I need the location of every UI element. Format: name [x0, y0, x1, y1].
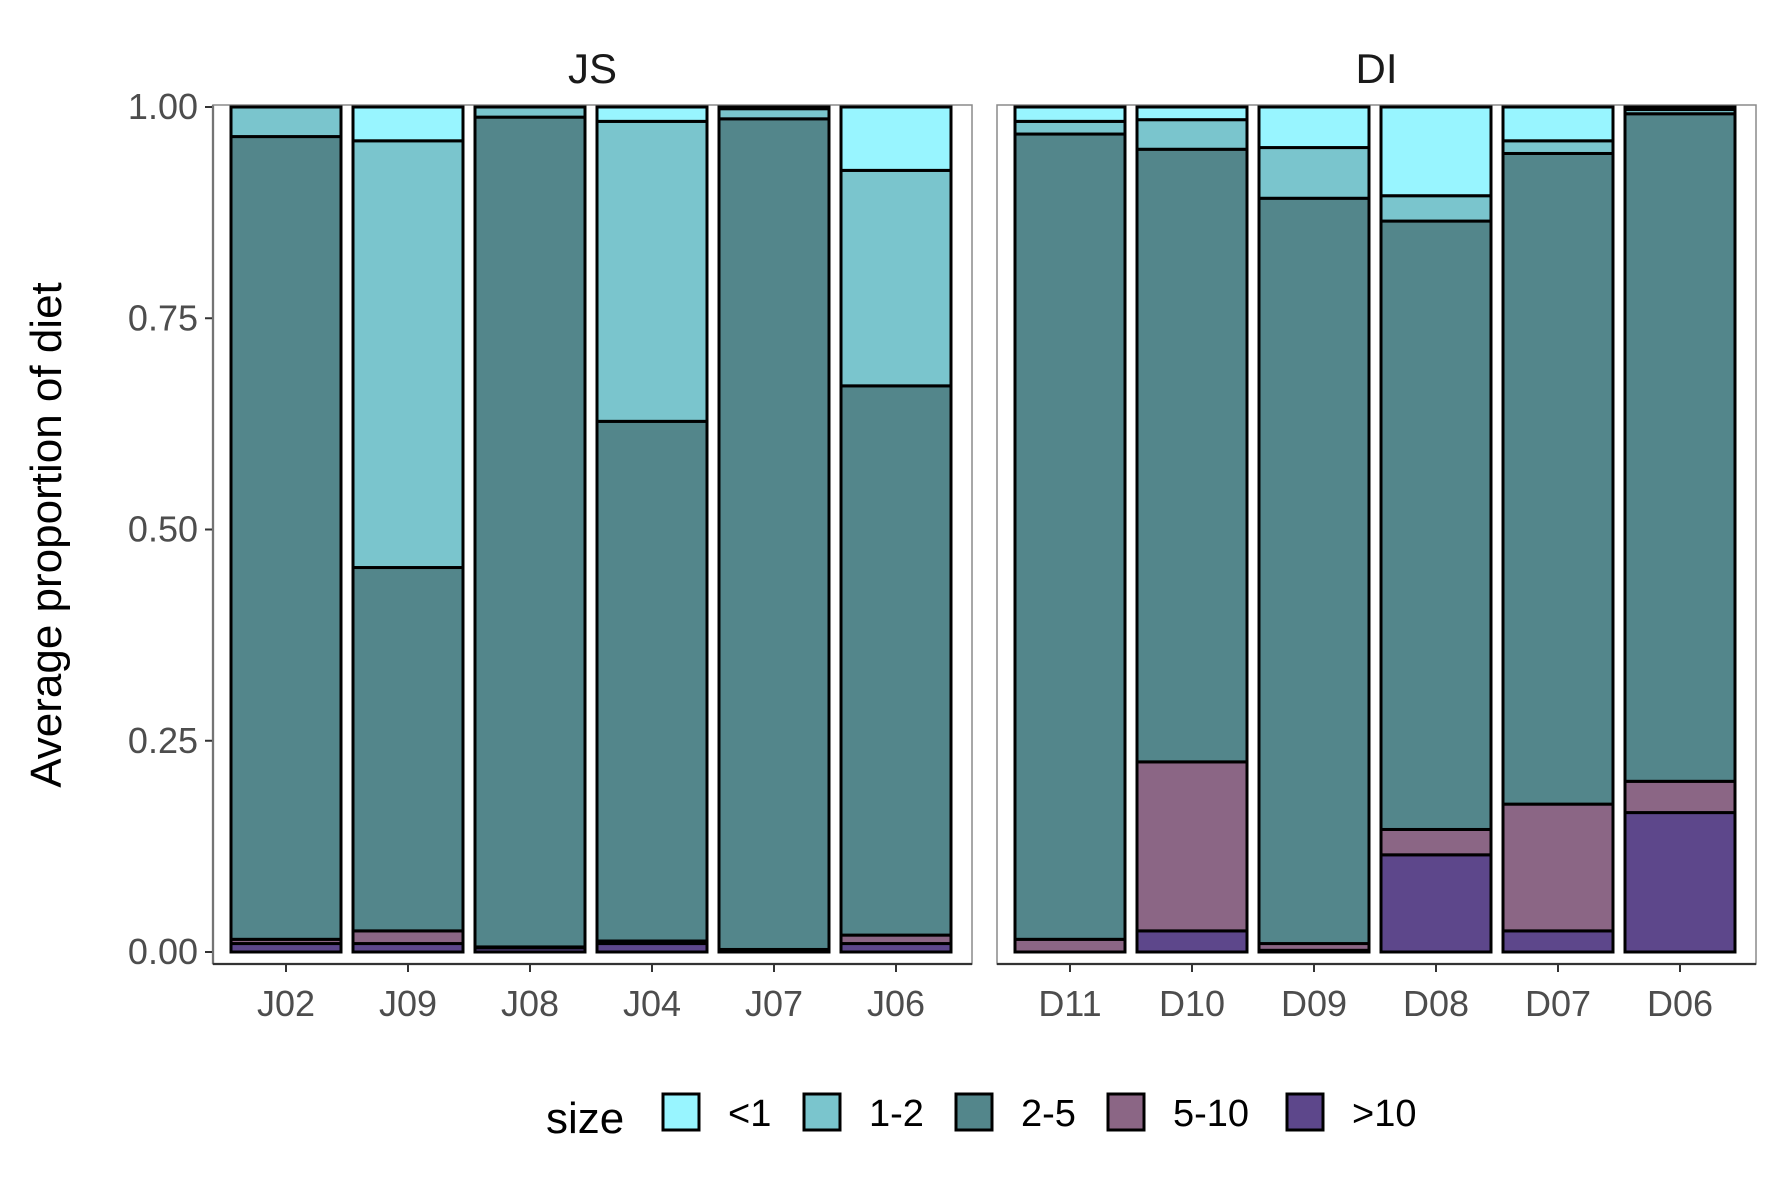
bar-segment-2-5: [595, 419, 709, 943]
bar-segment-5-10: [1013, 937, 1127, 954]
bar-segment-2-5: [1257, 196, 1371, 946]
legend-label: <1: [728, 1093, 771, 1135]
y-axis-title: Average proportion of diet: [22, 282, 71, 788]
bar-d06: [1623, 105, 1737, 954]
y-tick-label: 0.50: [128, 509, 198, 550]
x-tick-label: J09: [379, 983, 437, 1024]
legend-label: 5-10: [1173, 1093, 1249, 1135]
x-tick-label: D09: [1281, 983, 1347, 1024]
bar-segment-lt1: [1257, 105, 1371, 150]
legend-key: [802, 1092, 842, 1132]
y-tick-label: 1.00: [128, 86, 198, 127]
bar-segment-1-2: [1013, 119, 1127, 136]
bar-segment-2-5: [1501, 151, 1615, 806]
x-tick-label: D07: [1525, 983, 1591, 1024]
facet-title: JS: [568, 45, 617, 92]
bar-segment-2-5: [1623, 112, 1737, 783]
y-tick-label: 0.00: [128, 931, 198, 972]
bar-d07: [1501, 105, 1615, 954]
bar-segment-1-2: [717, 107, 831, 121]
bar-segment-1-2: [229, 105, 343, 139]
bar-d08: [1379, 105, 1493, 954]
bar-segment-2-5: [1013, 132, 1127, 941]
y-tick-label: 0.75: [128, 297, 198, 338]
legend-label: 2-5: [1021, 1093, 1076, 1135]
x-tick-label: J02: [257, 983, 315, 1024]
x-tick-label: D08: [1403, 983, 1469, 1024]
legend-key: [1106, 1092, 1146, 1132]
y-tick-label: 0.25: [128, 720, 198, 761]
legend-item-2-5: 2-5: [954, 1092, 1076, 1135]
bar-segment-1-2: [351, 139, 465, 570]
bar-segment-lt1: [1379, 105, 1493, 198]
bar-j07: [717, 105, 831, 954]
legend-label: >10: [1352, 1093, 1416, 1135]
bar-segment-2-5: [229, 135, 343, 941]
legend-key: [954, 1092, 994, 1132]
bar-segment-gt10: [1623, 811, 1737, 954]
bar-segment-2-5: [717, 117, 831, 951]
chart-panels: 0.00 0.25 0.50 0.75 1.00 JS J02 J09 J08 J04 J07 J06…: [128, 45, 1757, 1024]
x-tick-label: D11: [1038, 983, 1101, 1024]
panel-di: DI D11 D10 D09 D08 D07 D06: [996, 45, 1757, 1024]
bar-j04: [595, 105, 709, 954]
bar-segment-2-5: [351, 566, 465, 933]
x-tick-label: J08: [501, 983, 559, 1024]
bar-segment-2-5: [473, 115, 587, 949]
bar-segment-5-10: [1501, 802, 1615, 933]
x-tick-label: J06: [867, 983, 925, 1024]
bar-segment-lt1: [1013, 105, 1127, 123]
legend: size <1 1-2 2-5 5-10 >10: [546, 1092, 1416, 1143]
x-tick-label: J04: [623, 983, 681, 1024]
bar-segment-2-5: [839, 384, 953, 937]
panel-js: JS J02 J09 J08 J04 J07 J06: [212, 45, 973, 1024]
legend-title: size: [546, 1094, 624, 1143]
bar-d10: [1135, 105, 1249, 954]
bar-segment-5-10: [1135, 760, 1249, 933]
bar-segment-gt10: [1501, 929, 1615, 954]
bar-segment-1-2: [839, 168, 953, 388]
bar-j02: [229, 105, 343, 954]
bar-segment-1-2: [1257, 146, 1371, 200]
bar-segment-5-10: [1623, 779, 1737, 815]
bar-segment-gt10: [1135, 929, 1249, 954]
bar-segment-5-10: [1379, 827, 1493, 857]
bar-d11: [1013, 105, 1127, 954]
bar-segment-lt1: [839, 105, 953, 172]
legend-key: [661, 1092, 701, 1132]
legend-key: [1285, 1092, 1325, 1132]
bar-segment-1-2: [1135, 118, 1249, 151]
legend-item-gt10: >10: [1285, 1092, 1416, 1135]
bar-segment-1-2: [1501, 139, 1615, 155]
bar-segment-1-2: [595, 119, 709, 423]
legend-item-lt1: <1: [661, 1092, 771, 1135]
x-tick-label: J07: [745, 983, 803, 1024]
bar-segment-2-5: [1135, 147, 1249, 764]
legend-item-5-10: 5-10: [1106, 1092, 1249, 1135]
bar-d09: [1257, 105, 1371, 954]
bar-j09: [351, 105, 465, 954]
legend-label: 1-2: [869, 1093, 924, 1135]
bar-segment-1-2: [473, 105, 587, 119]
bar-segment-gt10: [1379, 853, 1493, 954]
bar-segment-1-2: [1379, 194, 1493, 223]
bar-segment-lt1: [717, 105, 831, 111]
bar-segment-lt1: [1623, 105, 1737, 112]
x-tick-label: D10: [1159, 983, 1225, 1024]
x-tick-label: D06: [1647, 983, 1713, 1024]
bar-j06: [839, 105, 953, 954]
bar-segment-lt1: [595, 105, 709, 123]
facet-title: DI: [1356, 45, 1398, 92]
bar-segment-lt1: [351, 105, 465, 143]
bar-j08: [473, 105, 587, 954]
bar-segment-2-5: [1379, 219, 1493, 831]
bar-segment-lt1: [1501, 105, 1615, 143]
legend-item-1-2: 1-2: [802, 1092, 924, 1135]
bar-segment-lt1: [1135, 105, 1249, 122]
bar-segment-5-10: [351, 929, 465, 946]
y-axis: 0.00 0.25 0.50 0.75 1.00: [128, 86, 215, 972]
